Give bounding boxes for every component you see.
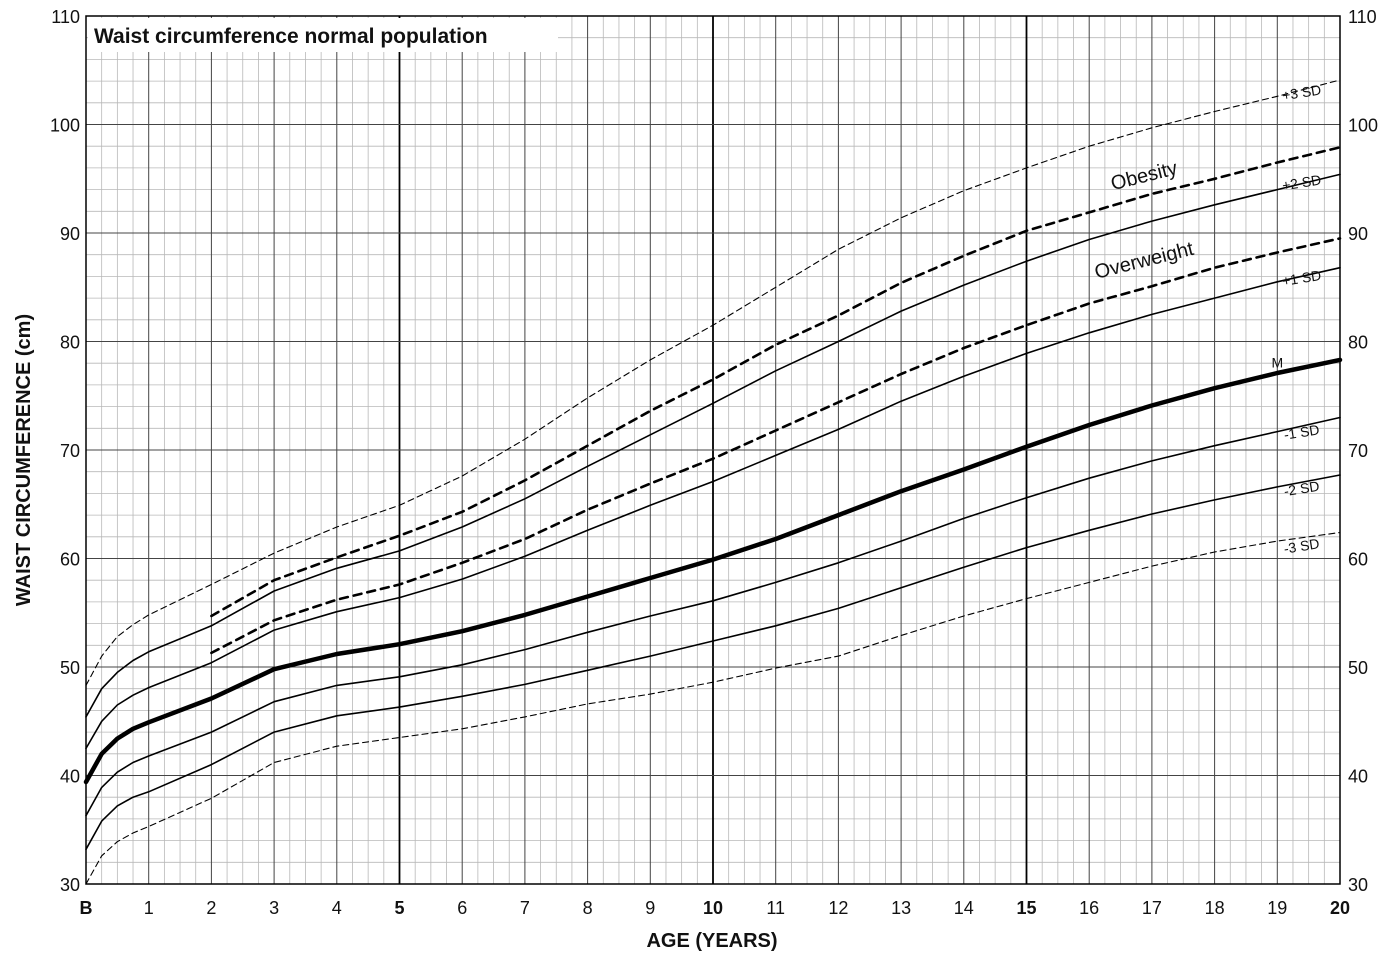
y-tick-label-left: 100 [50, 116, 80, 136]
y-tick-labels-left: 30 40 50 60 70 80 90 100 110 [50, 7, 80, 895]
major-gridlines [86, 16, 1340, 884]
chart-title: Waist circumference normal population [94, 25, 488, 48]
y-axis-title: WAIST CIRCUMFERENCE (cm) [13, 314, 35, 606]
y-tick-labels-right: 30 40 50 60 70 80 90 100 110 [1348, 7, 1378, 895]
x-tick-label: 18 [1205, 898, 1225, 918]
y-tick-label-left: 30 [60, 875, 80, 895]
series-line-minus2-sd [85, 474, 1341, 851]
x-tick-label: 12 [828, 898, 848, 918]
x-tick-label: 20 [1330, 898, 1350, 918]
y-tick-label-right: 90 [1348, 224, 1368, 244]
series-label: +3 SD [1281, 81, 1322, 103]
series-label: +2 SD [1281, 172, 1322, 194]
y-tick-label-right: 30 [1348, 875, 1368, 895]
series-label: +1 SD [1281, 267, 1322, 289]
x-tick-label: 17 [1142, 898, 1162, 918]
x-tick-labels: B 1 2 3 4 5 6 7 8 9 10 11 12 13 14 15 16 17 18 19 20 [80, 898, 1351, 918]
x-tick-label: 4 [332, 898, 342, 918]
series-line-minus3-sd [85, 531, 1341, 885]
x-tick-label: 15 [1016, 898, 1036, 918]
y-tick-label-right: 50 [1348, 658, 1368, 678]
x-tick-label: 2 [206, 898, 216, 918]
y-tick-label-left: 40 [60, 767, 80, 787]
x-tick-label: 5 [394, 898, 404, 918]
x-tick-label: 19 [1267, 898, 1287, 918]
x-tick-label: 3 [269, 898, 279, 918]
y-tick-label-left: 50 [60, 658, 80, 678]
series-line-plus1-sd [85, 266, 1341, 750]
x-tick-label: 13 [891, 898, 911, 918]
x-tick-label: 1 [144, 898, 154, 918]
x-axis-title: AGE (YEARS) [646, 930, 777, 952]
plot-frame [85, 15, 1341, 885]
x-tick-label: B [80, 898, 93, 918]
x-tick-label: 14 [954, 898, 974, 918]
series-line-plus3-sd [85, 79, 1341, 686]
series-line-m [83, 357, 1343, 785]
x-tick-label: 11 [766, 898, 785, 918]
series-label: -2 SD [1283, 478, 1321, 499]
series-line-overweight [210, 237, 1342, 655]
y-tick-label-left: 70 [60, 441, 80, 461]
y-tick-label-right: 110 [1348, 7, 1377, 27]
y-tick-label-left: 60 [60, 550, 80, 570]
series-line-minus1-sd [85, 416, 1341, 817]
title-background [88, 18, 558, 52]
y-tick-label-right: 40 [1348, 767, 1368, 787]
x-tick-label: 9 [645, 898, 655, 918]
series-line-obesity [210, 146, 1342, 618]
series-lines [83, 79, 1343, 885]
y-tick-label-right: 70 [1348, 441, 1368, 461]
series-label: -1 SD [1283, 421, 1321, 442]
x-tick-label: 16 [1079, 898, 1099, 918]
x-tick-label: 6 [457, 898, 467, 918]
x-tick-label: 10 [703, 898, 723, 918]
series-label: M [1271, 355, 1283, 371]
x-tick-label: 7 [520, 898, 530, 918]
y-tick-label-right: 60 [1348, 550, 1368, 570]
x-tick-label: 8 [583, 898, 593, 918]
series-label: -3 SD [1283, 535, 1321, 556]
series-line-plus2-sd [85, 173, 1341, 718]
y-tick-label-left: 110 [51, 7, 80, 27]
y-tick-label-right: 100 [1348, 116, 1378, 136]
y-tick-label-left: 90 [60, 224, 80, 244]
y-tick-label-right: 80 [1348, 333, 1368, 353]
y-tick-label-left: 80 [60, 333, 80, 353]
